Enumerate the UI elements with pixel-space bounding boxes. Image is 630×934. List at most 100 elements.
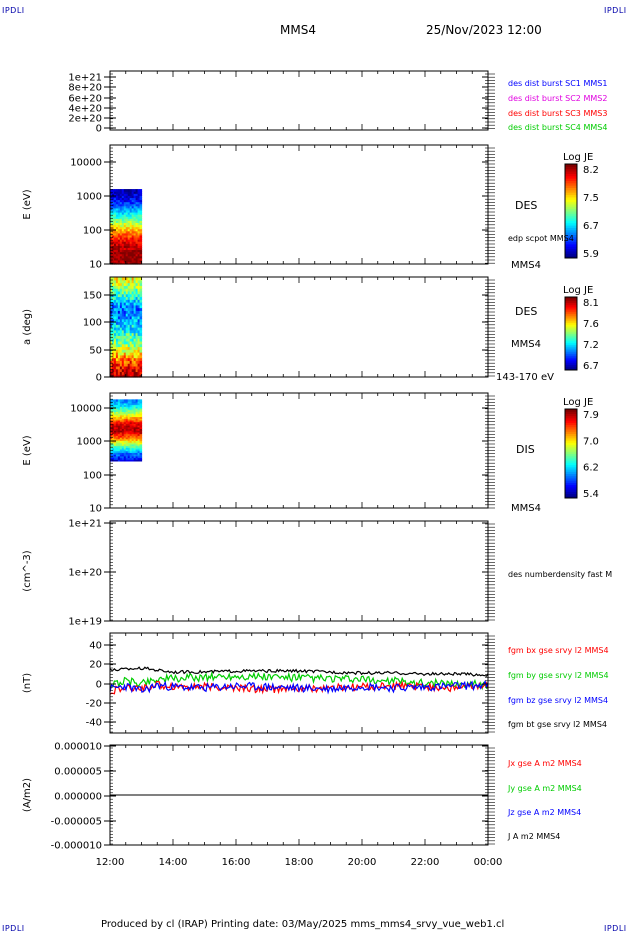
heatmap-cell [121, 205, 125, 209]
heatmap-cell [133, 354, 137, 359]
heatmap-cell [139, 414, 143, 418]
heatmap-cell [137, 218, 141, 221]
heatmap-cell [129, 416, 133, 419]
heatmap-cell [133, 423, 137, 426]
colorbar-step [565, 486, 577, 490]
heatmap-cell [129, 293, 133, 298]
heatmap-cell [121, 402, 125, 406]
heatmap-cell [137, 307, 141, 311]
heatmap-cell [113, 211, 117, 215]
heatmap-cell [139, 430, 143, 433]
heatmap-cell [111, 416, 115, 419]
heatmap-cell [110, 222, 113, 226]
heatmap-cell [123, 411, 127, 414]
heatmap-cell [131, 214, 135, 217]
heatmap-cell [113, 365, 117, 370]
heatmap-cell [111, 321, 115, 325]
heatmap-cell [113, 205, 117, 209]
heatmap-cell [115, 371, 119, 375]
heatmap-cell [110, 399, 113, 402]
heatmap-cell [135, 413, 139, 416]
heatmap-cell [137, 205, 141, 209]
heatmap-cell [131, 224, 135, 228]
heatmap-cell [125, 365, 129, 370]
heatmap-cell [127, 321, 131, 325]
heatmap-cell [119, 455, 123, 459]
heatmap-cell [133, 245, 137, 248]
heatmap-cell [127, 447, 131, 450]
y-tick-label: 1000 [77, 437, 102, 448]
heatmap-cell [129, 220, 133, 223]
y-tick-label: 100 [83, 471, 102, 482]
colorbar-step [565, 331, 577, 334]
heatmap-cell [111, 224, 115, 228]
heatmap-cell [113, 414, 117, 418]
heatmap-cell [110, 203, 113, 207]
heatmap-cell [123, 285, 127, 289]
heatmap-cell [113, 368, 117, 373]
heatmap-cell [139, 335, 143, 339]
colorbar-step [565, 180, 577, 184]
heatmap-cell [139, 261, 143, 265]
heatmap-cell [131, 435, 135, 438]
heatmap-cell [117, 261, 121, 265]
heatmap-cell [137, 459, 141, 462]
heatmap-cell [135, 443, 139, 447]
heatmap-cell [121, 234, 125, 238]
heatmap-cell [119, 433, 123, 436]
heatmap-cell [127, 413, 131, 416]
colorbar-step [565, 213, 577, 217]
heatmap-cell [113, 418, 117, 421]
heatmap-cell [115, 245, 119, 248]
heatmap-cell [123, 251, 127, 255]
heatmap-cell [131, 259, 135, 263]
heatmap-cell [119, 296, 123, 300]
panel-side-label: MMS4 [511, 339, 541, 350]
heatmap-cell [127, 253, 131, 257]
heatmap-cell [137, 338, 141, 342]
colorbar-step [565, 469, 577, 472]
heatmap-cell [125, 346, 129, 350]
heatmap-cell [131, 442, 135, 445]
heatmap-cell [123, 447, 127, 450]
heatmap-cell [110, 406, 113, 409]
heatmap-cell [117, 368, 121, 373]
heatmap-cell [125, 247, 129, 251]
heatmap-cell [119, 214, 123, 217]
colorbar-title: Log JE [563, 397, 593, 408]
heatmap-cell [113, 447, 117, 450]
heatmap-cell [113, 435, 117, 438]
colorbar-tick-label: 7.0 [583, 436, 599, 447]
heatmap-cell [110, 365, 113, 370]
heatmap-cell [135, 232, 139, 236]
heatmap-cell [133, 329, 137, 334]
heatmap-cell [110, 201, 113, 205]
heatmap-cell [121, 201, 125, 205]
colorbar-step [565, 462, 577, 466]
heatmap-cell [129, 430, 133, 433]
heatmap-cell [135, 452, 139, 455]
heatmap-cell [121, 224, 125, 228]
heatmap-cell [111, 457, 115, 460]
heatmap-cell [135, 455, 139, 459]
heatmap-cell [139, 251, 143, 255]
heatmap-cell [137, 234, 141, 238]
heatmap-cell [139, 318, 143, 323]
heatmap-cell [137, 425, 141, 428]
heatmap-cell [129, 343, 133, 348]
heatmap-cell [139, 411, 143, 414]
heatmap-cell [135, 199, 139, 203]
heatmap-cell [133, 459, 137, 462]
heatmap-cell [133, 249, 137, 253]
heatmap-cell [113, 222, 117, 226]
colorbar-step [565, 215, 577, 219]
heatmap-cell [125, 443, 129, 447]
heatmap-cell [131, 282, 135, 286]
heatmap-cell [135, 296, 139, 300]
heatmap-cell [127, 401, 131, 404]
heatmap-cell [139, 349, 143, 353]
heatmap-cell [129, 282, 133, 286]
heatmap-cell [125, 352, 129, 356]
heatmap-cell [139, 419, 143, 423]
